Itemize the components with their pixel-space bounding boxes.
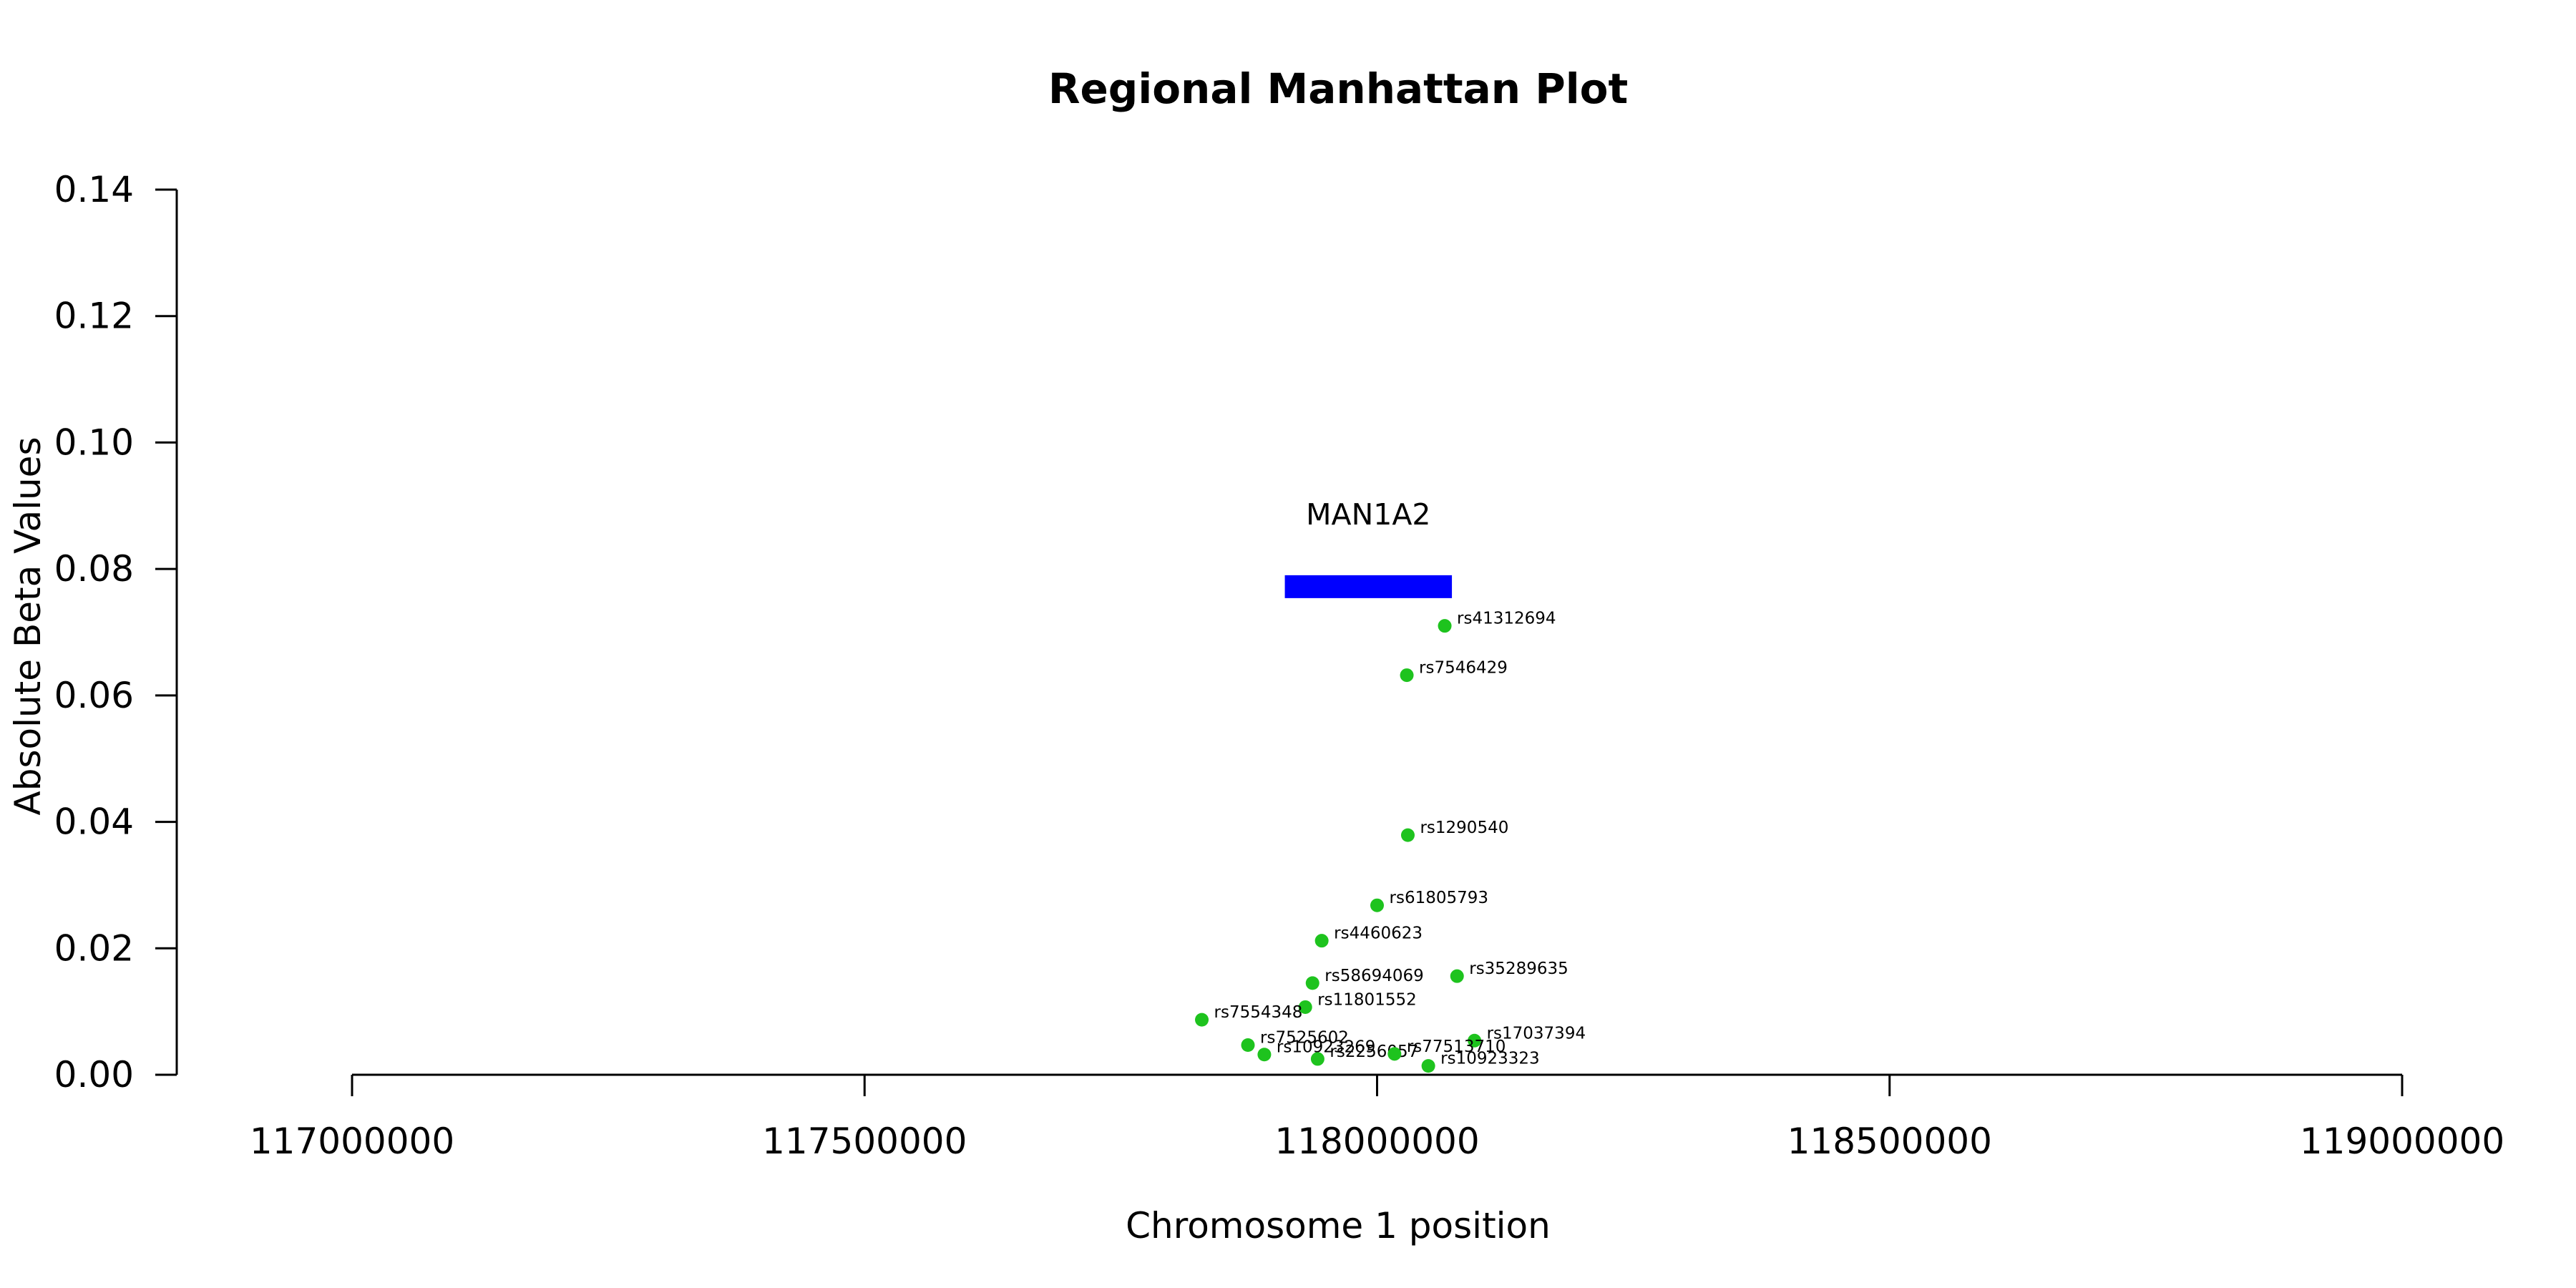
y-tick-label: 0.08 (54, 548, 134, 590)
snp-label: rs58694069 (1324, 967, 1424, 985)
snp-point (1370, 898, 1384, 912)
chart-title: Regional Manhattan Plot (1048, 64, 1628, 113)
snp-point (1314, 934, 1329, 948)
snp-label: rs4460623 (1334, 924, 1423, 943)
y-tick-label: 0.02 (54, 927, 134, 969)
snp-point (1257, 1048, 1272, 1062)
snp-label: rs35289635 (1469, 960, 1568, 978)
snp-point (1195, 1013, 1209, 1027)
x-tick-label: 117000000 (250, 1121, 454, 1162)
y-tick-label: 0.14 (54, 169, 134, 210)
snp-points: rs41312694 rs7546429 rs1290540 rs61805793 rs… (1195, 610, 1586, 1073)
snp-point (1400, 668, 1414, 683)
y-tick-label: 0.06 (54, 675, 134, 716)
snp-point (1305, 976, 1319, 990)
y-tick-label: 0.00 (54, 1054, 134, 1096)
y-tick-label: 0.10 (54, 421, 134, 463)
snp-point (1298, 1000, 1312, 1014)
x-tick-label: 117500000 (762, 1121, 967, 1162)
snp-point (1438, 619, 1452, 633)
snp-label: rs7554348 (1214, 1003, 1303, 1022)
snp-point (1387, 1047, 1402, 1061)
snp-label: rs61805793 (1390, 889, 1489, 907)
y-axis: 0.00 0.02 0.04 0.06 0.08 0.10 0.12 0.14 (54, 169, 178, 1096)
snp-point (1310, 1052, 1324, 1066)
snp-label: rs7525602 (1260, 1028, 1349, 1047)
snp-label: rs7546429 (1419, 659, 1508, 678)
snp-label: rs17037394 (1487, 1024, 1586, 1043)
gene-bar (1284, 575, 1453, 598)
x-axis: 117000000 117500000 118000000 118500000 1190… (250, 1073, 2504, 1162)
snp-point (1468, 1033, 1482, 1048)
snp-label: rs1290540 (1420, 819, 1508, 837)
snp-point (1241, 1038, 1255, 1052)
snp-label: rs10923323 (1440, 1050, 1540, 1068)
snp-label: rs2256057 (1330, 1043, 1418, 1061)
x-axis-label: Chromosome 1 position (1126, 1205, 1551, 1246)
snp-label: rs10923269 (1277, 1038, 1376, 1057)
x-tick-label: 118500000 (1787, 1121, 1992, 1162)
snp-label: rs77513710 (1407, 1038, 1506, 1056)
snp-point (1400, 828, 1415, 842)
y-axis-label: Absolute Beta Values (7, 437, 49, 816)
snp-label: rs11801552 (1317, 990, 1417, 1009)
y-tick-label: 0.12 (54, 296, 134, 337)
x-tick-label: 118000000 (1274, 1121, 1479, 1162)
snp-point (1450, 969, 1464, 983)
snp-point (1421, 1059, 1435, 1073)
x-tick-label: 119000000 (2300, 1121, 2504, 1162)
y-tick-label: 0.04 (54, 801, 134, 843)
gene-label: MAN1A2 (1306, 497, 1430, 532)
gene-track: MAN1A2 (1284, 497, 1453, 598)
snp-label: rs41312694 (1457, 610, 1556, 628)
